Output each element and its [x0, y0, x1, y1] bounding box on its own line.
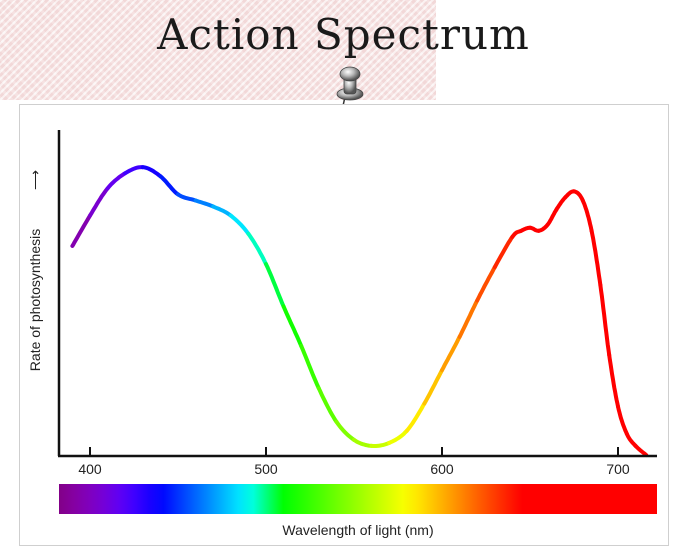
pushpin-icon — [336, 66, 364, 107]
series-line-segment — [140, 165, 163, 179]
x-tick-layer: 400 500 600 700 — [78, 447, 630, 477]
paper-background — [0, 0, 436, 100]
series-line-segment — [580, 198, 594, 233]
series-line-layer — [70, 165, 649, 457]
series-line-segment — [589, 228, 603, 288]
series-line-segment — [633, 443, 649, 457]
series-line-segment — [88, 186, 110, 218]
series-line-segment — [607, 353, 620, 409]
series-line-segment — [246, 231, 268, 267]
series-line-segment — [387, 428, 409, 445]
slide-title: Action Spectrum — [157, 10, 530, 59]
series-line-segment — [123, 165, 145, 176]
series-line-segment — [624, 431, 638, 448]
series-line-segment — [422, 368, 444, 406]
x-tick-label-700: 700 — [606, 461, 630, 477]
x-tick-label-500: 500 — [254, 461, 278, 477]
x-axis-title: Wavelength of light (nm) — [282, 522, 433, 538]
series-line-segment — [193, 198, 216, 209]
series-line-segment — [70, 213, 92, 248]
x-tick-label-400: 400 — [78, 461, 102, 477]
series-line-segment — [440, 334, 462, 373]
series-line-segment — [228, 213, 251, 236]
series-line-segment — [572, 189, 585, 203]
series-line-segment — [457, 298, 480, 339]
series-line-segment — [316, 386, 339, 424]
series-line-segment — [404, 401, 427, 433]
series-line-segment — [281, 304, 304, 348]
x-tick-label-600: 600 — [430, 461, 454, 477]
series-line-segment — [536, 222, 550, 233]
series-line-segment — [176, 192, 198, 203]
series-line-segment — [554, 195, 568, 212]
chart-frame — [19, 104, 669, 546]
series-line-segment — [264, 262, 286, 309]
series-line-segment — [616, 404, 629, 436]
series-line-segment — [352, 437, 374, 448]
series-line-segment — [105, 171, 128, 191]
series-line-segment — [299, 343, 321, 391]
series-line-segment — [475, 265, 497, 303]
y-axis-arrow-icon: ⟶ — [27, 170, 43, 190]
series-line-segment — [369, 440, 392, 448]
series-line-segment — [211, 204, 233, 218]
wavelength-color-bar — [59, 484, 657, 514]
series-line-segment — [492, 234, 515, 270]
series-line-segment — [158, 174, 180, 197]
y-axis-title: Rate of photosynthesis — [27, 229, 43, 371]
series-line-segment — [598, 283, 612, 357]
series-line-segment — [334, 419, 356, 442]
series-line-segment — [545, 207, 559, 227]
